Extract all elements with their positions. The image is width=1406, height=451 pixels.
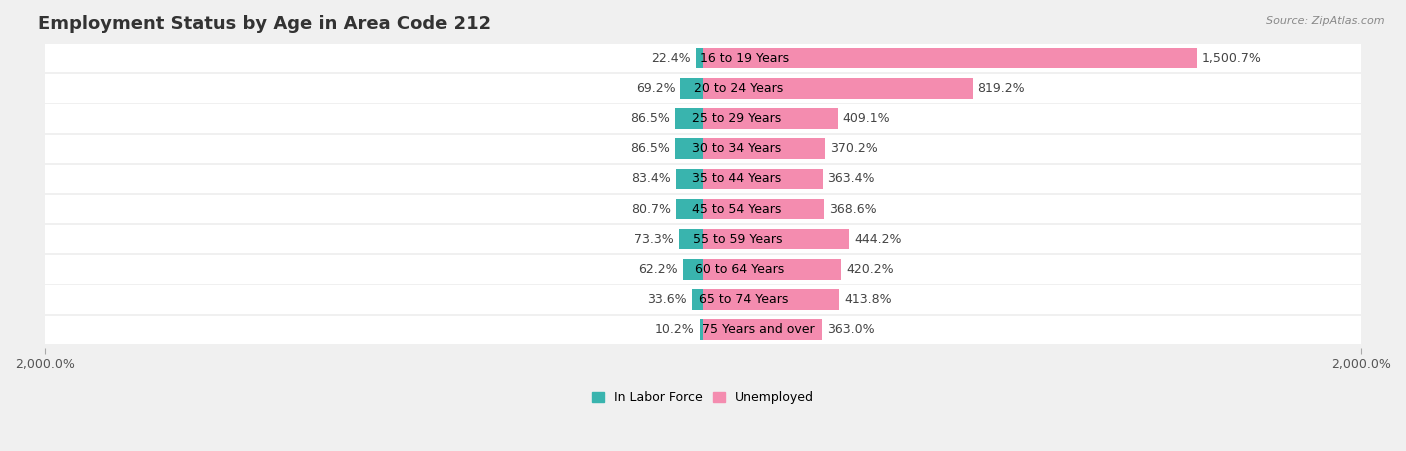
Text: 420.2%: 420.2%	[846, 263, 894, 276]
Bar	[45, 285, 1361, 314]
Text: 62.2%: 62.2%	[638, 263, 678, 276]
Text: 20 to 24 Years: 20 to 24 Years	[695, 82, 783, 95]
Bar	[45, 44, 1361, 73]
Bar	[703, 319, 823, 340]
Bar	[703, 259, 841, 280]
Text: 413.8%: 413.8%	[844, 293, 891, 306]
Bar	[703, 229, 849, 249]
Text: 86.5%: 86.5%	[630, 142, 669, 155]
Bar	[703, 138, 825, 159]
Bar	[696, 48, 703, 69]
Bar	[703, 289, 839, 310]
Text: 80.7%: 80.7%	[631, 202, 672, 216]
Bar	[681, 78, 703, 99]
Text: 10.2%: 10.2%	[655, 323, 695, 336]
Text: 16 to 19 Years: 16 to 19 Years	[700, 52, 789, 64]
Bar	[676, 199, 703, 219]
Text: 25 to 29 Years: 25 to 29 Years	[692, 112, 780, 125]
Bar	[45, 195, 1361, 223]
Text: 33.6%: 33.6%	[647, 293, 688, 306]
Bar	[692, 289, 703, 310]
Text: 69.2%: 69.2%	[636, 82, 675, 95]
Text: 819.2%: 819.2%	[977, 82, 1025, 95]
Text: 45 to 54 Years: 45 to 54 Years	[692, 202, 782, 216]
Bar	[675, 108, 703, 129]
Text: 1,500.7%: 1,500.7%	[1202, 52, 1261, 64]
Text: 370.2%: 370.2%	[830, 142, 877, 155]
Bar	[45, 165, 1361, 193]
Bar	[703, 108, 838, 129]
Text: Employment Status by Age in Area Code 212: Employment Status by Age in Area Code 21…	[38, 15, 492, 33]
Bar	[682, 259, 703, 280]
Bar	[45, 255, 1361, 284]
Text: 444.2%: 444.2%	[853, 233, 901, 246]
Text: 363.0%: 363.0%	[827, 323, 875, 336]
Text: 368.6%: 368.6%	[830, 202, 877, 216]
Bar	[45, 225, 1361, 253]
Bar	[45, 316, 1361, 344]
Text: 409.1%: 409.1%	[842, 112, 890, 125]
Text: 83.4%: 83.4%	[631, 172, 671, 185]
Text: 73.3%: 73.3%	[634, 233, 673, 246]
Text: 65 to 74 Years: 65 to 74 Years	[699, 293, 787, 306]
Bar	[675, 138, 703, 159]
Bar	[700, 319, 703, 340]
Text: 55 to 59 Years: 55 to 59 Years	[693, 233, 783, 246]
Bar	[679, 229, 703, 249]
Text: 60 to 64 Years: 60 to 64 Years	[695, 263, 785, 276]
Bar	[45, 74, 1361, 102]
Text: 35 to 44 Years: 35 to 44 Years	[692, 172, 782, 185]
Text: 22.4%: 22.4%	[651, 52, 690, 64]
Bar	[675, 169, 703, 189]
Bar	[703, 169, 823, 189]
Bar	[703, 48, 1197, 69]
Text: 86.5%: 86.5%	[630, 112, 669, 125]
Bar	[45, 104, 1361, 133]
Bar	[703, 199, 824, 219]
Text: Source: ZipAtlas.com: Source: ZipAtlas.com	[1267, 16, 1385, 26]
Text: 30 to 34 Years: 30 to 34 Years	[692, 142, 780, 155]
Text: 75 Years and over: 75 Years and over	[702, 323, 814, 336]
Legend: In Labor Force, Unemployed: In Labor Force, Unemployed	[586, 386, 820, 409]
Text: 363.4%: 363.4%	[828, 172, 875, 185]
Bar	[703, 78, 973, 99]
Bar	[45, 134, 1361, 163]
